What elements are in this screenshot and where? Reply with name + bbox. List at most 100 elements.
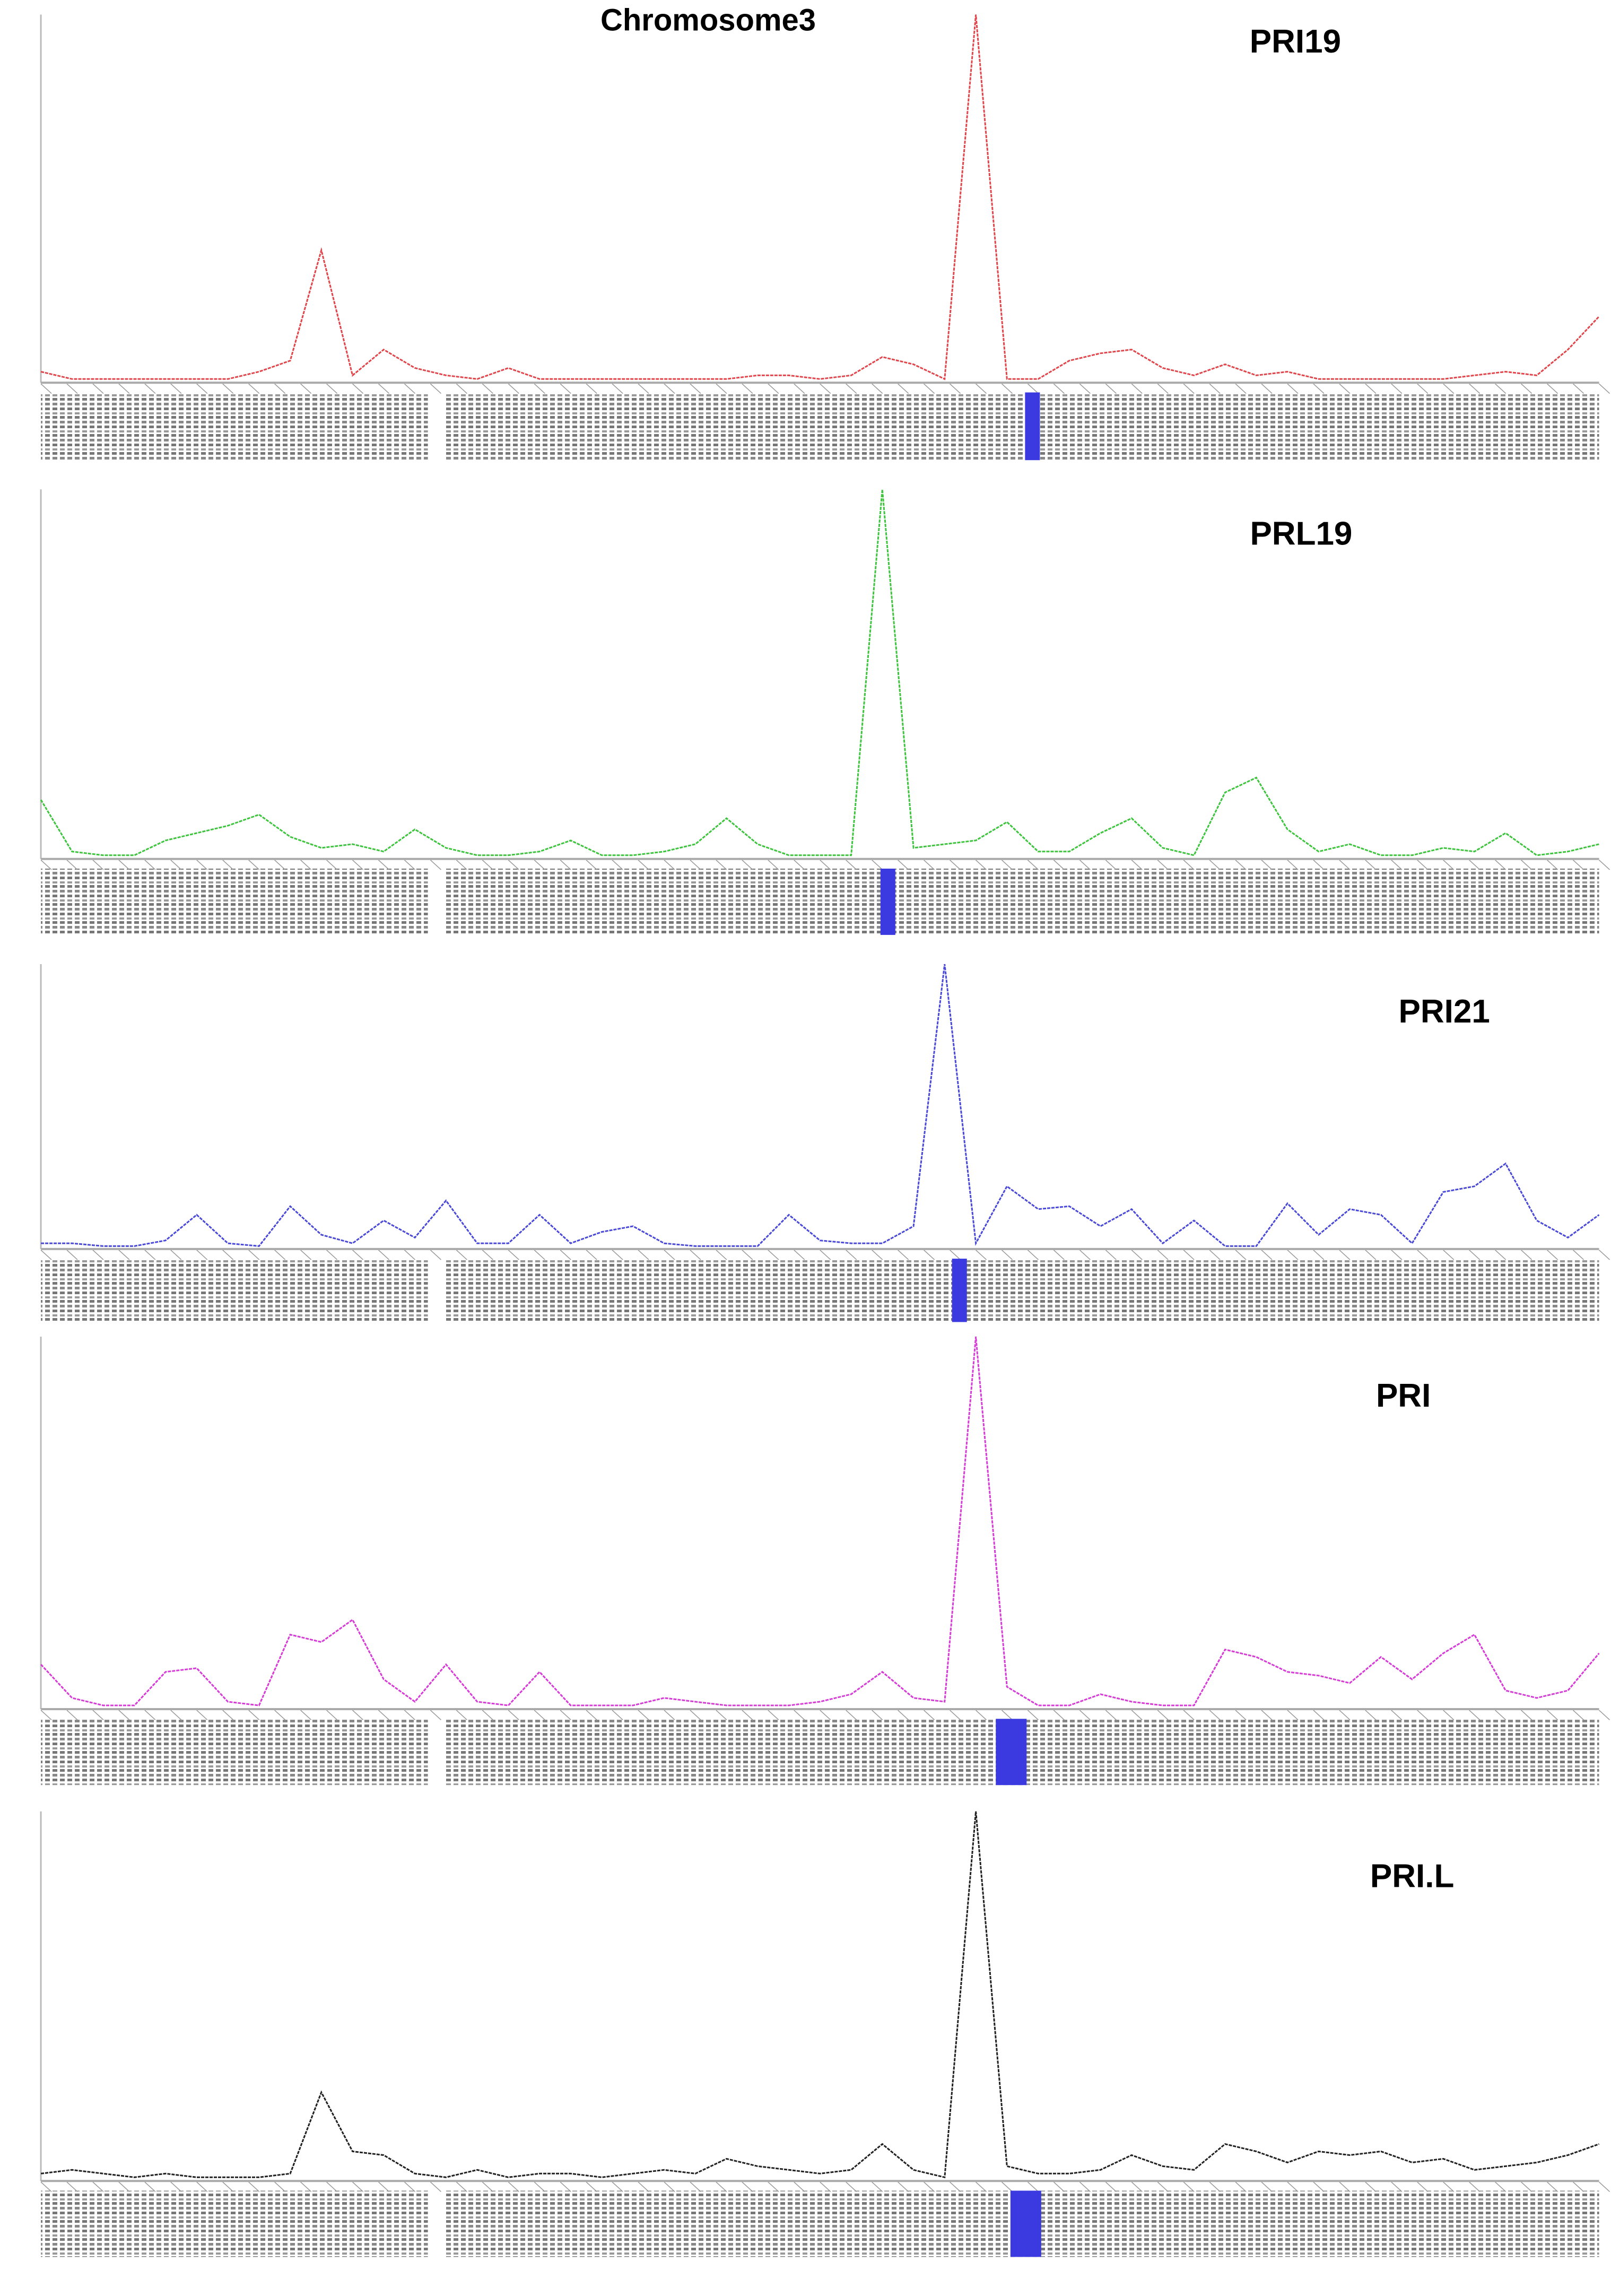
marker-tick	[326, 860, 338, 870]
marker-tick	[196, 383, 208, 394]
marker-tick	[1079, 1710, 1091, 1720]
marker-tick	[1183, 383, 1195, 394]
marker-tick	[1002, 1250, 1013, 1260]
marker-tick	[560, 860, 571, 870]
marker-tick	[1443, 2181, 1455, 2193]
marker-tick	[1469, 1710, 1481, 1720]
marker-map	[443, 1259, 1599, 1322]
marker-tick	[1573, 1710, 1584, 1720]
marker-tick	[1469, 383, 1481, 394]
marker-tick	[690, 2181, 701, 2193]
marker-tick	[1443, 860, 1455, 870]
panel-title: PRL19	[1250, 516, 1352, 552]
marker-tick	[794, 860, 805, 870]
marker-highlight	[996, 1719, 1027, 1786]
marker-highlight	[1010, 2190, 1041, 2257]
marker-tick	[872, 1250, 883, 1260]
marker-tick	[40, 1250, 52, 1260]
marker-tick	[612, 1710, 623, 1720]
marker-tick	[1521, 383, 1532, 394]
marker-tick	[430, 383, 441, 394]
marker-tick	[1521, 2181, 1532, 2193]
marker-tick	[1495, 2181, 1506, 2193]
marker-tick	[534, 2181, 545, 2193]
marker-tick	[274, 1710, 286, 1720]
marker-tick	[196, 1710, 208, 1720]
marker-tick	[820, 1710, 831, 1720]
marker-tick	[716, 383, 727, 394]
marker-tick	[690, 383, 701, 394]
marker-tick	[898, 860, 909, 870]
marker-tick	[1417, 860, 1429, 870]
marker-tick	[222, 1250, 234, 1260]
marker-tick	[1313, 860, 1325, 870]
marker-tick	[1417, 1710, 1429, 1720]
marker-tick	[924, 1250, 935, 1260]
marker-tick	[1053, 860, 1065, 870]
marker-tick	[1547, 1250, 1558, 1260]
marker-tick	[586, 1710, 597, 1720]
marker-tick	[170, 383, 182, 394]
marker-tick	[794, 383, 805, 394]
marker-tick	[612, 1250, 623, 1260]
marker-tick	[1391, 860, 1403, 870]
marker-tick	[1313, 383, 1325, 394]
marker-tick	[638, 1250, 649, 1260]
marker-tick	[1599, 1710, 1610, 1720]
marker-tick	[1235, 860, 1247, 870]
marker-tick	[820, 2181, 831, 2193]
panel-title: PRI	[1376, 1377, 1431, 1414]
marker-tick	[1287, 1250, 1299, 1260]
marker-tick	[1105, 1710, 1117, 1720]
marker-tick	[1495, 1250, 1506, 1260]
marker-tick	[1002, 383, 1013, 394]
marker-tick	[1131, 1250, 1143, 1260]
marker-tick	[1235, 1250, 1247, 1260]
marker-tick	[1365, 1250, 1377, 1260]
marker-tick	[1287, 1710, 1299, 1720]
marker-tick	[1391, 2181, 1403, 2193]
marker-tick	[1209, 860, 1221, 870]
marker-tick	[92, 1250, 104, 1260]
marker-tick	[248, 2181, 260, 2193]
marker-highlight	[880, 869, 895, 935]
marker-tick	[1131, 383, 1143, 394]
marker-tick	[690, 860, 701, 870]
marker-tick	[638, 860, 649, 870]
marker-tick	[924, 383, 935, 394]
marker-tick	[1495, 1710, 1506, 1720]
marker-tick	[1573, 383, 1584, 394]
marker-tick	[846, 2181, 857, 2193]
marker-tick	[1521, 1250, 1532, 1260]
marker-tick	[222, 2181, 234, 2193]
marker-tick	[820, 860, 831, 870]
marker-tick	[664, 860, 675, 870]
marker-tick	[1417, 383, 1429, 394]
marker-tick	[196, 860, 208, 870]
marker-tick	[482, 383, 493, 394]
marker-tick	[1339, 383, 1351, 394]
marker-tick	[300, 1250, 312, 1260]
marker-tick	[820, 383, 831, 394]
marker-tick	[144, 860, 156, 870]
marker-tick	[508, 1250, 519, 1260]
marker-tick	[1599, 860, 1610, 870]
marker-tick	[1495, 860, 1506, 870]
marker-tick	[560, 1250, 571, 1260]
marker-tick	[1313, 1250, 1325, 1260]
panel-title: PRI19	[1250, 23, 1341, 60]
marker-map	[41, 869, 428, 935]
marker-tick	[326, 2181, 338, 2193]
marker-tick	[1287, 860, 1299, 870]
marker-tick	[586, 860, 597, 870]
marker-tick	[1105, 2181, 1117, 2193]
marker-tick	[1547, 860, 1558, 870]
marker-tick	[1365, 383, 1377, 394]
marker-tick	[352, 1250, 364, 1260]
marker-tick	[716, 1710, 727, 1720]
marker-tick	[560, 2181, 571, 2193]
marker-tick	[976, 1250, 987, 1260]
marker-tick	[274, 2181, 286, 2193]
marker-tick	[300, 383, 312, 394]
marker-tick	[1573, 1250, 1584, 1260]
